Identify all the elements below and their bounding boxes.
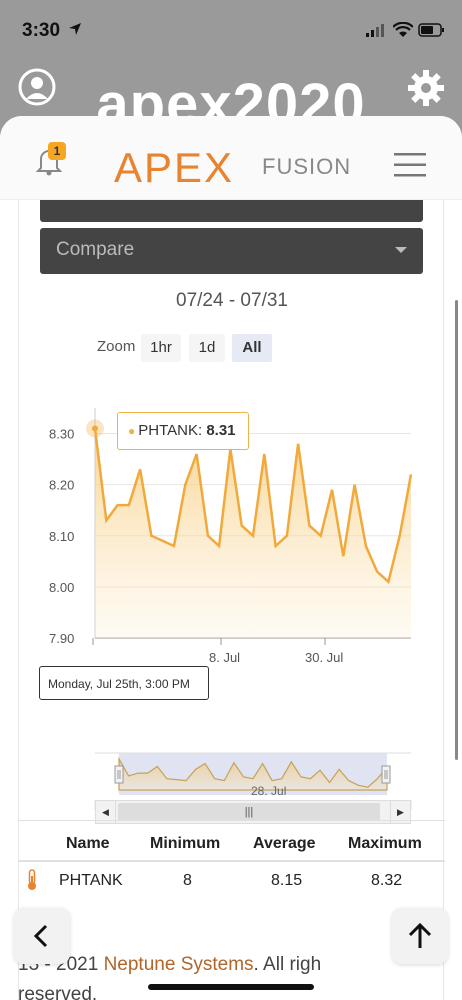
navigator-right-handle[interactable] <box>381 765 391 784</box>
zoom-1hr-button[interactable]: 1hr <box>141 334 181 362</box>
wifi-icon <box>393 22 413 37</box>
x-tick-label: 30. Jul <box>305 650 343 665</box>
navigator-left-handle[interactable] <box>114 765 124 784</box>
tooltip-dot-icon: ● <box>128 424 136 438</box>
content-area: Compare 07/24 - 07/31 Zoom 1hr 1d All 8.… <box>18 200 445 1000</box>
copyright: 13 - 2021 Neptune Systems. All righ reser… <box>18 950 438 1000</box>
copyright-line2: reserved. <box>18 984 98 1000</box>
status-bar: 3:30 <box>0 0 462 62</box>
chevron-left-icon <box>33 924 48 948</box>
zoom-label: Zoom <box>97 338 136 355</box>
y-tick-label: 8.10 <box>49 529 74 544</box>
row-average: 8.15 <box>271 872 303 889</box>
y-tick-label: 8.20 <box>49 478 74 493</box>
location-arrow-icon <box>69 23 81 35</box>
navigator-date-label: 28. Jul <box>251 784 286 798</box>
series-line <box>93 428 413 585</box>
user-icon[interactable] <box>18 68 56 106</box>
x-tick-label: 8. Jul <box>209 650 240 665</box>
row-maximum: 8.32 <box>371 872 403 889</box>
back-button[interactable] <box>14 908 70 964</box>
y-tick-label: 7.90 <box>49 631 74 646</box>
arrow-up-icon <box>408 922 432 948</box>
scroll-right-arrow-icon[interactable]: ▶ <box>390 801 410 823</box>
chevron-down-icon <box>395 247 407 253</box>
series-area <box>95 428 411 638</box>
scrollbar-thumb[interactable]: ||| <box>118 803 380 821</box>
zoom-1d-button[interactable]: 1d <box>189 334 225 362</box>
y-tick-label: 8.30 <box>49 427 74 442</box>
header-average: Average <box>253 835 316 852</box>
probe-select[interactable] <box>40 200 423 222</box>
chart-tooltip: ● PHTANK: 8.31 <box>117 412 249 450</box>
header-divider <box>19 860 445 862</box>
date-range: 07/24 - 07/31 <box>176 290 288 311</box>
apex-fusion-logo: APEX FUSION <box>114 144 350 192</box>
copyright-suffix: . All righ <box>253 954 322 975</box>
page-scroll-indicator <box>455 300 458 760</box>
notification-badge: 1 <box>48 142 66 160</box>
navigator-area <box>118 756 388 791</box>
y-axis-ticks: 8.30 8.20 8.10 8.00 7.90 <box>49 427 74 646</box>
header-maximum: Maximum <box>348 835 422 852</box>
ph-chart[interactable]: 8.30 8.20 8.10 8.00 7.90 8. Jul 30. Jul 28. … <box>19 370 445 810</box>
gear-icon[interactable] <box>406 68 446 108</box>
row-minimum: 8 <box>183 872 192 889</box>
header-minimum: Minimum <box>150 835 221 852</box>
logo-fusion: FUSION <box>262 154 352 179</box>
top-navbar: 1 APEX FUSION <box>0 116 462 200</box>
zoom-all-button[interactable]: All <box>232 334 272 362</box>
hover-point <box>92 425 98 432</box>
y-tick-label: 8.00 <box>49 580 74 595</box>
tooltip-series: PHTANK: <box>138 422 203 439</box>
account-header: apex2020 <box>0 62 462 137</box>
battery-icon <box>418 23 444 37</box>
row-name: PHTANK <box>59 872 123 889</box>
compare-placeholder: Compare <box>56 239 135 260</box>
tooltip-value: 8.31 <box>206 422 236 439</box>
neptune-systems-link[interactable]: Neptune Systems <box>103 954 254 975</box>
scroll-top-button[interactable] <box>392 908 448 964</box>
cellular-signal-icon <box>366 24 384 37</box>
thermometer-icon <box>28 869 36 890</box>
home-indicator <box>148 984 314 990</box>
status-time: 3:30 <box>22 20 61 41</box>
scroll-left-arrow-icon[interactable]: ◀ <box>96 801 116 823</box>
main-panel: 1 APEX FUSION Compare 07/24 - 07/31 Zoom… <box>0 116 462 1000</box>
compare-select[interactable]: Compare <box>40 228 423 274</box>
logo-apex: APEX <box>114 144 235 191</box>
header-name: Name <box>66 835 110 852</box>
table-top-border <box>19 820 445 821</box>
hamburger-menu-icon[interactable] <box>394 152 426 178</box>
crosshair-date-label: Monday, Jul 25th, 3:00 PM <box>39 666 209 700</box>
